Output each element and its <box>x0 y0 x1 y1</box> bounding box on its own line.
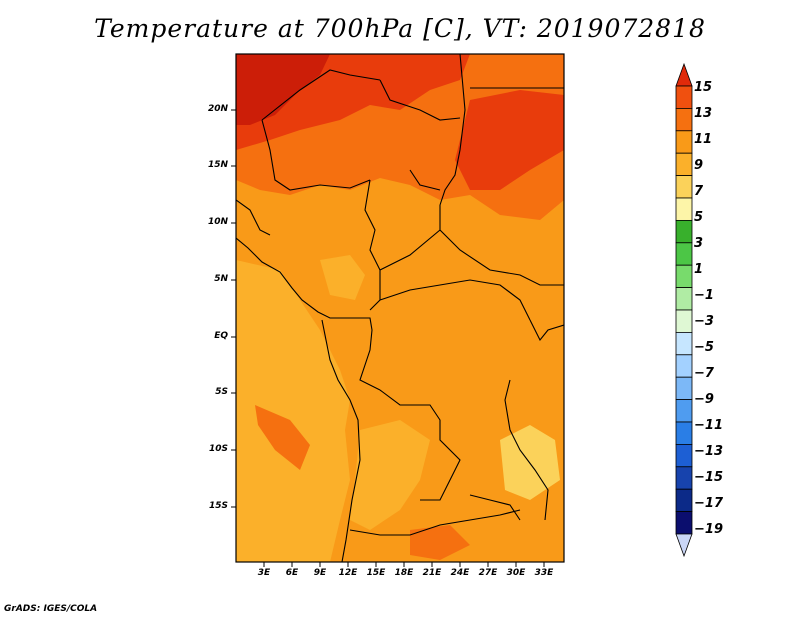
lon-ticks <box>263 562 545 567</box>
map-frame <box>235 53 565 563</box>
lon-label: 21E <box>422 568 442 578</box>
border-guinea <box>236 199 271 236</box>
colorbar-segment <box>675 197 693 221</box>
border-angola-namibia <box>349 509 521 536</box>
lon-label: 30E <box>506 568 526 578</box>
colorbar-segment <box>675 175 693 199</box>
colorbar-label: −5 <box>694 340 714 355</box>
colorbar-bottom-arrow <box>675 533 693 558</box>
colorbar-segment <box>675 331 693 356</box>
colorbar-label: 7 <box>694 184 704 199</box>
field-band-15plus <box>236 54 330 125</box>
colorbar-label: −17 <box>694 496 723 511</box>
lon-label: 24E <box>450 568 470 578</box>
colorbar-segment <box>675 466 693 490</box>
border-zambia-zimbabwe <box>469 494 521 521</box>
colorbar-segment <box>675 421 693 445</box>
field-warm-patch-south <box>410 525 470 560</box>
border-chad-libya-sudan <box>439 54 466 206</box>
border-niger-libya <box>379 79 461 121</box>
temperature-field <box>236 54 564 562</box>
field-warm-patch-sw <box>255 405 310 470</box>
lon-label: 3E <box>257 568 271 578</box>
coastline-gulf-of-guinea <box>236 237 340 319</box>
colorbar-label: −7 <box>694 366 714 381</box>
colorbar-label: −19 <box>694 522 723 537</box>
colorbar-segment <box>675 264 693 289</box>
field-band-13-15-ne <box>455 90 564 190</box>
colorbar <box>675 62 693 558</box>
grads-credit: GrADS: IGES/COLA <box>4 604 98 614</box>
colorbar-segment <box>675 85 693 109</box>
lon-label: 15E <box>366 568 386 578</box>
lat-label: 10S <box>208 444 228 454</box>
colorbar-label: 1 <box>694 262 704 277</box>
lat-label: 5N <box>214 274 228 284</box>
lon-label: 18E <box>394 568 414 578</box>
lat-label: 10N <box>207 217 228 227</box>
field-band-7-9-south <box>350 420 430 530</box>
colorbar-segment <box>675 108 693 132</box>
colorbar-segment <box>675 354 693 378</box>
colorbar-label: 11 <box>694 132 713 147</box>
lat-label: EQ <box>214 331 228 341</box>
coastline-west-africa <box>321 319 361 562</box>
border-drc-angola <box>379 389 461 501</box>
borders <box>236 54 564 562</box>
field-band-7-9-west <box>236 260 350 562</box>
colorbar-label: −9 <box>694 392 714 407</box>
colorbar-segment <box>675 242 693 266</box>
border-mali-niger <box>261 119 371 191</box>
colorbar-top-arrow <box>675 62 693 87</box>
colorbar-label: −13 <box>694 444 723 459</box>
colorbar-segment <box>675 376 693 401</box>
colorbar-segment <box>675 511 693 535</box>
colorbar-segment <box>675 488 693 513</box>
colorbar-segment <box>675 130 693 154</box>
colorbar-label: 13 <box>694 106 713 121</box>
lon-label: 12E <box>338 568 358 578</box>
colorbar-label: 5 <box>694 210 704 225</box>
lat-label: 5S <box>215 387 228 397</box>
border-car-drc <box>379 279 531 321</box>
border-algeria-mali <box>261 69 381 121</box>
colorbar-label: −15 <box>694 470 723 485</box>
colorbar-label: −11 <box>694 418 723 433</box>
colorbar-segment <box>675 443 693 468</box>
colorbar-segment <box>675 152 693 176</box>
lat-ticks <box>231 109 236 508</box>
colorbar-segment <box>675 219 693 244</box>
colorbar-label: −1 <box>694 288 714 303</box>
colorbar-label: 15 <box>694 80 713 95</box>
lon-label: 9E <box>313 568 327 578</box>
colorbar-label: 9 <box>694 158 704 173</box>
lon-label: 6E <box>285 568 299 578</box>
lat-label: 20N <box>207 104 228 114</box>
colorbar-label: −3 <box>694 314 714 329</box>
border-gabon-congo <box>340 317 381 391</box>
colorbar-segment <box>675 309 693 333</box>
border-chad-car <box>379 229 441 271</box>
lat-label: 15N <box>207 160 228 170</box>
field-band-7-9-central <box>320 255 365 300</box>
colorbar-segment <box>675 399 693 423</box>
lon-label: 33E <box>534 568 554 578</box>
colorbar-label: 3 <box>694 236 704 251</box>
border-chad-niger <box>409 169 441 191</box>
lat-label: 15S <box>208 501 228 511</box>
border-tanzania-malawi <box>504 379 549 521</box>
colorbar-segment <box>675 287 693 311</box>
map-title: Temperature at 700hPa [C], VT: 201907281… <box>94 14 706 43</box>
lon-label: 27E <box>478 568 498 578</box>
border-uganda-kenya <box>529 319 564 342</box>
